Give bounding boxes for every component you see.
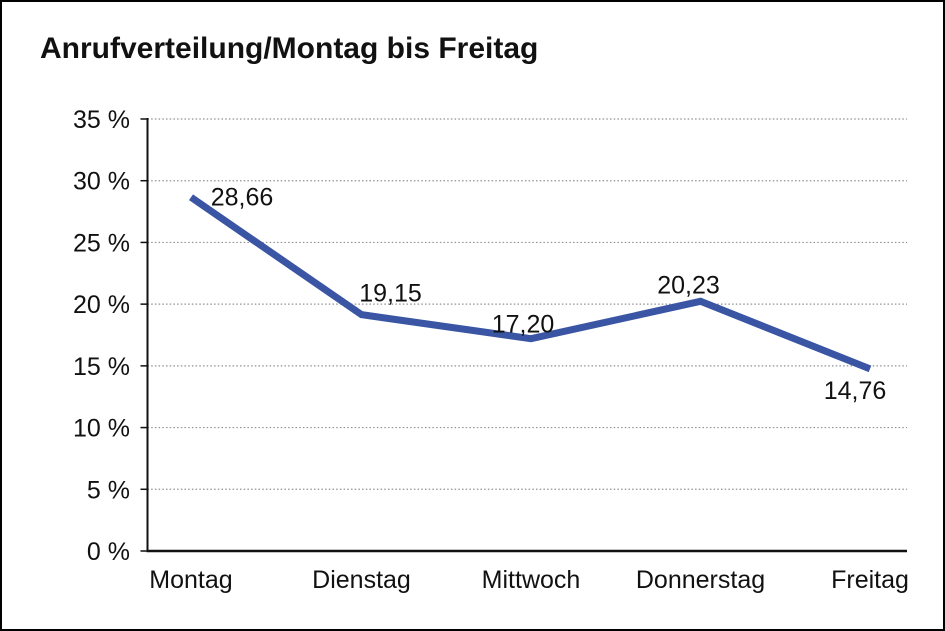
y-tick-label: 20 % (73, 291, 130, 319)
y-tick-label: 30 % (73, 168, 130, 196)
y-tick-label: 0 % (87, 538, 130, 566)
x-category-label: Montag (149, 566, 232, 594)
y-tick-label: 10 % (73, 415, 130, 443)
y-tick-label: 15 % (73, 353, 130, 381)
data-point-label: 17,20 (492, 311, 555, 339)
x-category-label: Freitag (831, 566, 909, 594)
x-category-label: Dienstag (312, 566, 411, 594)
y-tick-label: 5 % (87, 476, 130, 504)
data-point-label: 14,76 (824, 377, 887, 405)
data-point-label: 19,15 (359, 280, 422, 308)
data-point-label: 28,66 (211, 183, 274, 211)
x-category-label: Mittwoch (482, 566, 581, 594)
chart-title: Anrufverteilung/Montag bis Freitag (40, 32, 539, 65)
y-tick-label: 25 % (73, 229, 130, 257)
data-point-label: 20,23 (657, 271, 720, 299)
data-line (189, 194, 872, 373)
x-category-label: Donnerstag (636, 566, 765, 594)
y-tick-label: 35 % (73, 106, 130, 134)
